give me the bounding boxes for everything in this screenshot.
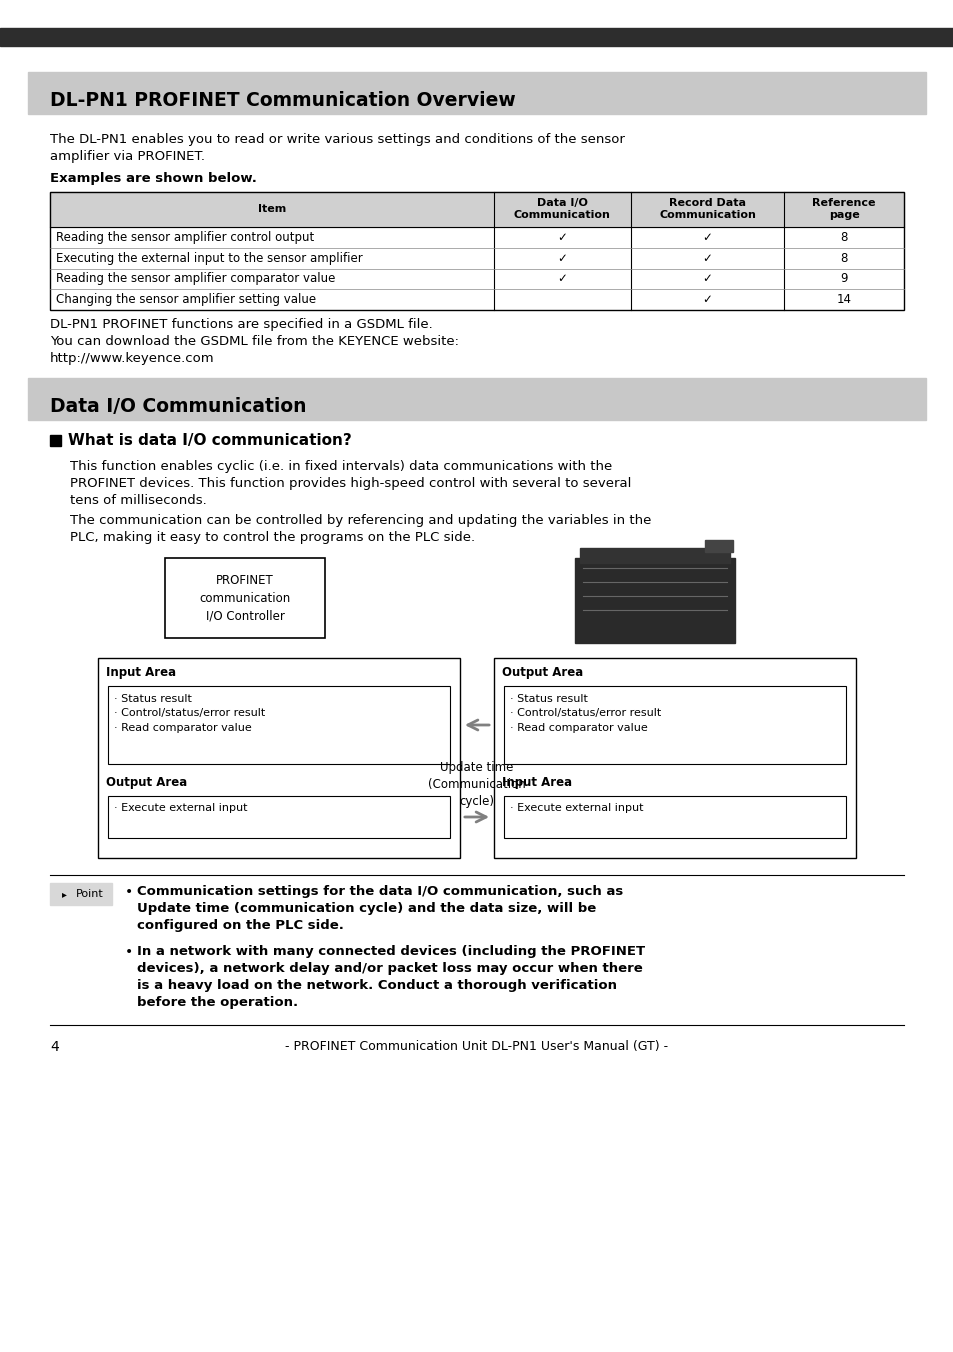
Text: Record Data
Communication: Record Data Communication [659,199,755,220]
Text: ✓: ✓ [557,231,567,243]
Text: · Execute external input: · Execute external input [510,803,643,813]
Text: Output Area: Output Area [501,667,582,679]
Text: ✓: ✓ [702,293,712,306]
Text: 9: 9 [840,272,847,285]
Text: PLC, making it easy to control the programs on the PLC side.: PLC, making it easy to control the progr… [70,531,475,544]
Text: DL-PN1 PROFINET functions are specified in a GSDML file.: DL-PN1 PROFINET functions are specified … [50,318,433,331]
Text: 8: 8 [840,231,847,243]
Text: Data I/O Communication: Data I/O Communication [50,396,306,415]
Text: You can download the GSDML file from the KEYENCE website:: You can download the GSDML file from the… [50,335,458,347]
Text: configured on the PLC side.: configured on the PLC side. [137,919,343,932]
Text: Input Area: Input Area [106,667,176,679]
Text: Reference
page: Reference page [812,199,875,220]
Text: PROFINET
communication
I/O Controller: PROFINET communication I/O Controller [199,573,291,622]
Text: devices), a network delay and/or packet loss may occur when there: devices), a network delay and/or packet … [137,963,642,975]
Text: DL-PN1 PROFINET Communication Overview: DL-PN1 PROFINET Communication Overview [50,91,516,110]
Text: ✓: ✓ [702,231,712,243]
Text: · Status result
· Control/status/error result
· Read comparator value: · Status result · Control/status/error r… [113,694,265,733]
Text: - PROFINET Communication Unit DL-PN1 User's Manual (GT) -: - PROFINET Communication Unit DL-PN1 Use… [285,1040,668,1053]
Text: ✓: ✓ [702,251,712,265]
Text: 14: 14 [836,293,851,306]
Text: Input Area: Input Area [501,776,572,790]
Text: Point: Point [76,890,104,899]
Text: Examples are shown below.: Examples are shown below. [50,172,256,185]
Text: Update time (communication cycle) and the data size, will be: Update time (communication cycle) and th… [137,902,596,915]
Text: •: • [125,886,133,899]
Text: •: • [125,945,133,959]
Text: What is data I/O communication?: What is data I/O communication? [68,434,352,449]
Text: · Status result
· Control/status/error result
· Read comparator value: · Status result · Control/status/error r… [510,694,660,733]
Text: Output Area: Output Area [106,776,187,790]
Text: Item: Item [257,204,286,214]
Text: The DL-PN1 enables you to read or write various settings and conditions of the s: The DL-PN1 enables you to read or write … [50,132,624,146]
Text: The communication can be controlled by referencing and updating the variables in: The communication can be controlled by r… [70,514,651,527]
Text: Update time
(Communication
cycle): Update time (Communication cycle) [428,761,525,808]
Text: amplifier via PROFINET.: amplifier via PROFINET. [50,150,205,164]
Text: PROFINET devices. This function provides high-speed control with several to seve: PROFINET devices. This function provides… [70,477,631,489]
Text: is a heavy load on the network. Conduct a thorough verification: is a heavy load on the network. Conduct … [137,979,617,992]
Text: Reading the sensor amplifier comparator value: Reading the sensor amplifier comparator … [56,272,335,285]
Text: ✓: ✓ [702,272,712,285]
Text: In a network with many connected devices (including the PROFINET: In a network with many connected devices… [137,945,644,959]
Text: http://www.keyence.com: http://www.keyence.com [50,352,214,365]
Text: Reading the sensor amplifier control output: Reading the sensor amplifier control out… [56,231,314,243]
Text: ▸: ▸ [62,890,67,899]
Text: ✓: ✓ [557,272,567,285]
Text: 8: 8 [840,251,847,265]
Text: ✓: ✓ [557,251,567,265]
Text: Changing the sensor amplifier setting value: Changing the sensor amplifier setting va… [56,293,315,306]
Text: This function enables cyclic (i.e. in fixed intervals) data communications with : This function enables cyclic (i.e. in fi… [70,460,612,473]
Text: Executing the external input to the sensor amplifier: Executing the external input to the sens… [56,251,362,265]
Text: · Execute external input: · Execute external input [113,803,247,813]
Text: before the operation.: before the operation. [137,996,297,1009]
Text: 4: 4 [50,1040,59,1055]
Text: Communication settings for the data I/O communication, such as: Communication settings for the data I/O … [137,886,622,898]
Text: Data I/O
Communication: Data I/O Communication [514,199,610,220]
Text: tens of milliseconds.: tens of milliseconds. [70,493,207,507]
